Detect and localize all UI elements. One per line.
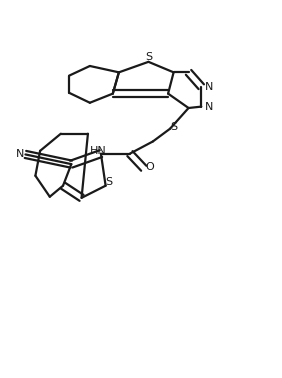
- Text: S: S: [170, 122, 177, 132]
- Text: N: N: [205, 82, 213, 92]
- Text: S: S: [145, 52, 152, 62]
- Text: S: S: [105, 177, 112, 186]
- Text: N: N: [205, 102, 213, 112]
- Text: N: N: [16, 149, 25, 160]
- Text: HN: HN: [90, 146, 107, 156]
- Text: O: O: [146, 162, 154, 172]
